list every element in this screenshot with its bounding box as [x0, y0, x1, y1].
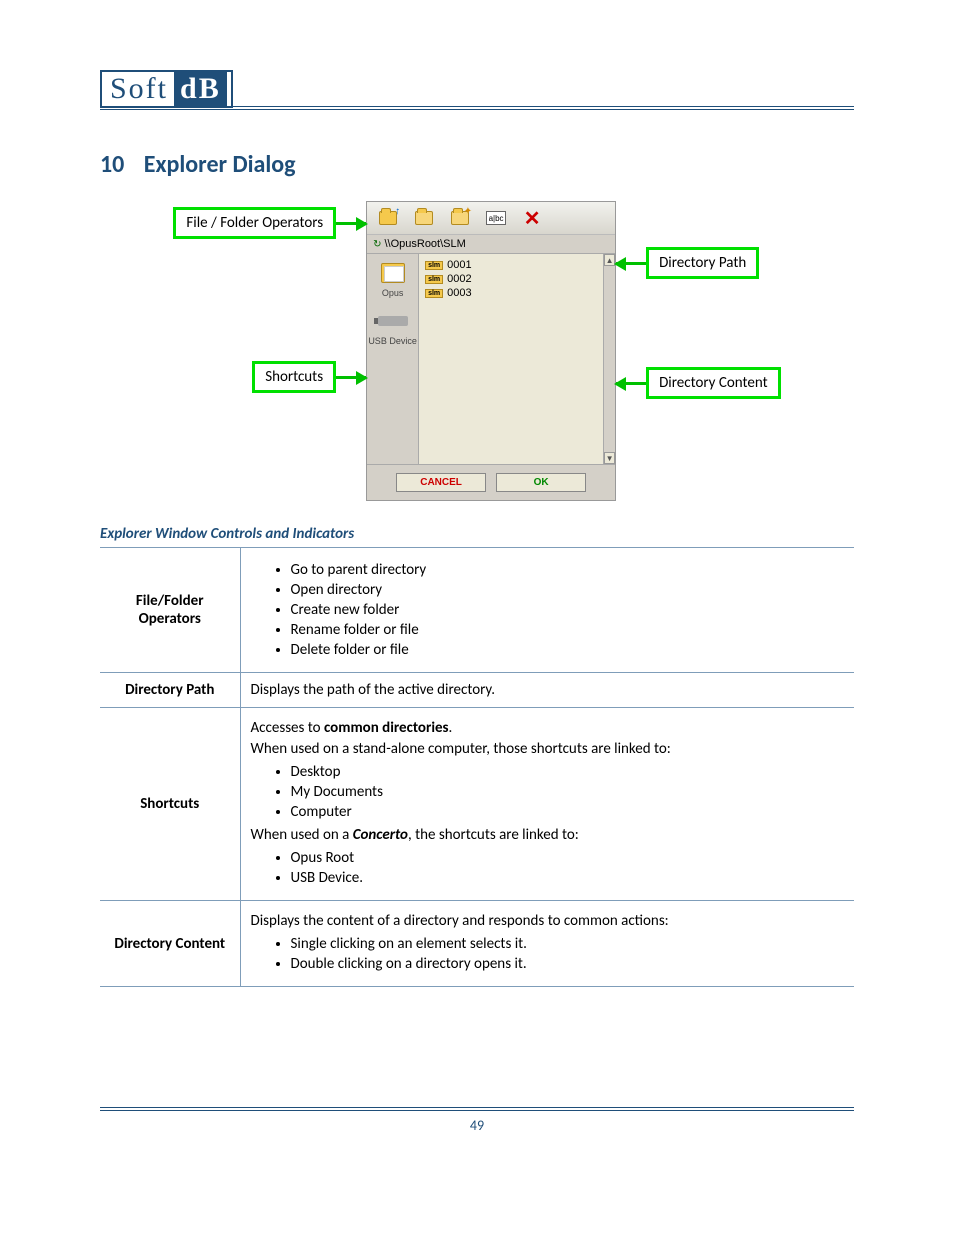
- table-row: Directory Path Displays the path of the …: [100, 673, 854, 708]
- table-row: File/Folder Operators Go to parent direc…: [100, 548, 854, 673]
- dialog-button-row: CANCEL OK: [367, 464, 615, 500]
- shortcut-label: Opus: [378, 288, 408, 298]
- list-item: Go to parent directory: [291, 560, 845, 580]
- callout-directory-content: Directory Content: [646, 367, 781, 399]
- file-item[interactable]: slm 0003: [423, 286, 611, 300]
- explorer-window: a|bc ✕ ↻ \\OpusRoot\SLM Opus USB Device …: [366, 201, 616, 501]
- file-name: 0003: [447, 287, 471, 299]
- parent-dir-button[interactable]: [377, 208, 399, 228]
- table-row: Directory Content Displays the content o…: [100, 901, 854, 987]
- directory-path-bar[interactable]: ↻ \\OpusRoot\SLM: [367, 235, 615, 254]
- row-label: Directory Content: [100, 901, 240, 987]
- delete-button[interactable]: ✕: [521, 208, 543, 228]
- scroll-down-icon[interactable]: ▼: [604, 452, 615, 464]
- directory-path-text: \\OpusRoot\SLM: [384, 238, 465, 250]
- list-item: Create new folder: [291, 600, 845, 620]
- shortcut-label: USB Device: [368, 336, 417, 346]
- shortcut-usb[interactable]: USB Device: [368, 308, 417, 346]
- list-item: Rename folder or file: [291, 620, 845, 640]
- shortcuts-pane: Opus USB Device: [367, 254, 419, 464]
- file-name: 0001: [447, 259, 471, 271]
- list-item: Desktop: [291, 762, 845, 782]
- list-item: Opus Root: [291, 848, 845, 868]
- arrow-left-icon: [616, 262, 646, 265]
- file-item[interactable]: slm 0001: [423, 258, 611, 272]
- table-row: Shortcuts Accesses to common directories…: [100, 708, 854, 901]
- rename-button[interactable]: a|bc: [485, 208, 507, 228]
- list-item: USB Device.: [291, 868, 845, 888]
- callout-directory-path: Directory Path: [646, 247, 759, 279]
- list-item: Computer: [291, 802, 845, 822]
- arrow-right-icon: [336, 222, 366, 225]
- shortcut-opus[interactable]: Opus: [378, 260, 408, 298]
- explorer-diagram: File / Folder Operators Shortcuts a|bc ✕…: [100, 201, 854, 501]
- row-label: File/Folder Operators: [100, 548, 240, 673]
- row-label: Directory Path: [100, 673, 240, 708]
- table-caption: Explorer Window Controls and Indicators: [100, 525, 854, 543]
- logo-left: Soft: [110, 72, 174, 106]
- page-number: 49: [470, 1117, 484, 1134]
- open-dir-button[interactable]: [413, 208, 435, 228]
- list-item: My Documents: [291, 782, 845, 802]
- file-type-badge: slm: [425, 289, 443, 298]
- list-item: Open directory: [291, 580, 845, 600]
- section-heading: 10 Explorer Dialog: [100, 150, 854, 179]
- directory-content-pane[interactable]: slm 0001 slm 0002 slm 0003 ▲ ▼: [419, 254, 615, 464]
- callout-shortcuts: Shortcuts: [252, 361, 336, 393]
- file-type-badge: slm: [425, 275, 443, 284]
- list-item: Double clicking on a directory opens it.: [291, 954, 845, 974]
- close-icon: ✕: [524, 206, 541, 231]
- section-number: 10: [100, 150, 124, 179]
- explorer-toolbar: a|bc ✕: [367, 202, 615, 235]
- row-description: Accesses to common directories. When use…: [240, 708, 854, 901]
- row-description: Displays the content of a directory and …: [240, 901, 854, 987]
- arrow-right-icon: [336, 376, 366, 379]
- new-folder-button[interactable]: [449, 208, 471, 228]
- list-item: Delete folder or file: [291, 640, 845, 660]
- refresh-icon: ↻: [373, 239, 381, 250]
- row-label: Shortcuts: [100, 708, 240, 901]
- row-description: Displays the path of the active director…: [240, 673, 854, 708]
- usb-device-icon: [378, 316, 408, 326]
- opus-folder-icon: [381, 263, 405, 283]
- callout-file-operators: File / Folder Operators: [173, 207, 336, 239]
- file-name: 0002: [447, 273, 471, 285]
- page-footer: 49: [100, 1107, 854, 1134]
- file-item[interactable]: slm 0002: [423, 272, 611, 286]
- arrow-left-icon: [616, 382, 646, 385]
- row-description: Go to parent directory Open directory Cr…: [240, 548, 854, 673]
- header-logo-row: Soft dB: [100, 70, 854, 110]
- logo-right: dB: [174, 72, 227, 106]
- controls-table: File/Folder Operators Go to parent direc…: [100, 547, 854, 987]
- list-item: Single clicking on an element selects it…: [291, 934, 845, 954]
- ok-button[interactable]: OK: [496, 473, 586, 492]
- section-title-text: Explorer Dialog: [144, 150, 296, 179]
- file-type-badge: slm: [425, 261, 443, 270]
- logo: Soft dB: [100, 70, 233, 108]
- scrollbar[interactable]: ▲ ▼: [603, 254, 615, 464]
- cancel-button[interactable]: CANCEL: [396, 473, 486, 492]
